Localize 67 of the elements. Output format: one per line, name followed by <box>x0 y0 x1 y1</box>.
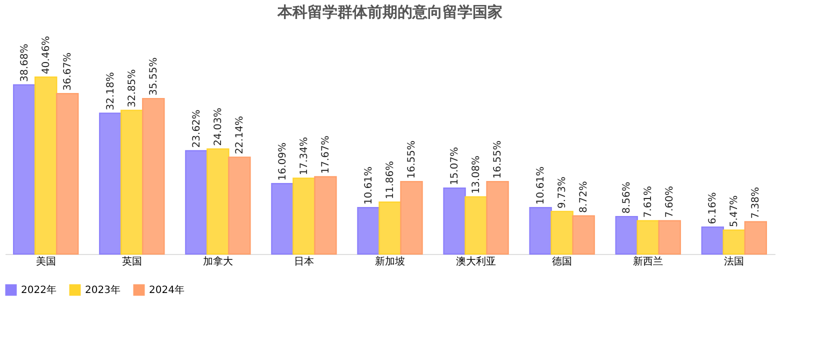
data-label: 11.86% <box>385 161 396 200</box>
data-label: 7.61% <box>643 186 654 218</box>
data-label: 17.67% <box>320 136 332 174</box>
bar <box>120 110 144 255</box>
bar <box>658 220 681 255</box>
data-label: 22.14% <box>234 116 246 154</box>
legend-label: 2022年 <box>21 284 56 296</box>
data-label: 7.38% <box>750 186 762 219</box>
bar <box>744 221 767 255</box>
bar <box>99 112 122 255</box>
x-tick-label: 德国 <box>552 256 572 268</box>
x-tick-label: 日本 <box>294 256 314 268</box>
x-tick-label: 澳大利亚 <box>456 256 496 268</box>
bar <box>314 176 337 255</box>
bar <box>400 181 423 255</box>
data-label: 15.07% <box>450 146 461 186</box>
bar <box>443 188 466 255</box>
data-label: 38.68% <box>19 44 30 82</box>
data-label: 6.16% <box>708 192 719 224</box>
bar <box>486 181 509 255</box>
data-label: 10.61% <box>363 166 374 205</box>
bar <box>228 156 251 255</box>
bar <box>142 98 165 255</box>
data-label: 10.61% <box>536 166 547 205</box>
data-label: 16.55% <box>406 140 418 179</box>
legend-label: 2024年 <box>149 284 184 296</box>
data-label: 13.08% <box>471 156 482 194</box>
bar <box>550 210 574 255</box>
bar <box>357 207 380 255</box>
data-label: 32.18% <box>105 72 116 110</box>
data-label: 32.85% <box>126 69 138 108</box>
bar <box>636 220 660 255</box>
bar <box>34 76 58 255</box>
data-label: 24.03% <box>212 108 224 146</box>
bar <box>529 207 552 255</box>
data-label: 17.34% <box>298 137 310 176</box>
legend-label: 2023年 <box>85 284 120 296</box>
x-tick-label: 法国 <box>724 256 744 268</box>
bar <box>13 84 36 255</box>
data-label: 23.62% <box>191 110 202 148</box>
x-tick-label: 英国 <box>122 256 142 268</box>
data-label: 35.55% <box>148 57 160 96</box>
data-label: 7.60% <box>664 186 676 218</box>
data-label: 5.47% <box>729 195 740 228</box>
data-label: 16.55% <box>492 140 504 179</box>
x-tick-label: 新西兰 <box>633 256 664 268</box>
bar <box>271 183 294 255</box>
x-tick-label: 新加坡 <box>375 256 405 268</box>
bar <box>378 202 402 255</box>
data-label: 36.67% <box>62 52 74 91</box>
data-label: 8.56% <box>622 182 633 214</box>
bar <box>292 178 316 255</box>
data-label: 16.09% <box>277 142 288 181</box>
chart-title: 本科留学群体前期的意向留学国家 <box>276 3 502 21</box>
bar <box>56 93 79 255</box>
bar <box>701 226 724 255</box>
bar <box>185 150 208 255</box>
x-tick-label: 加拿大 <box>202 256 233 268</box>
bar <box>464 196 488 255</box>
data-label: 9.73% <box>557 176 568 208</box>
bar <box>615 216 638 255</box>
bar <box>206 148 230 255</box>
bar <box>572 215 595 255</box>
data-label: 40.46% <box>40 36 52 74</box>
bar <box>722 229 746 255</box>
x-tick-label: 美国 <box>36 256 56 268</box>
data-label: 8.72% <box>578 181 590 213</box>
